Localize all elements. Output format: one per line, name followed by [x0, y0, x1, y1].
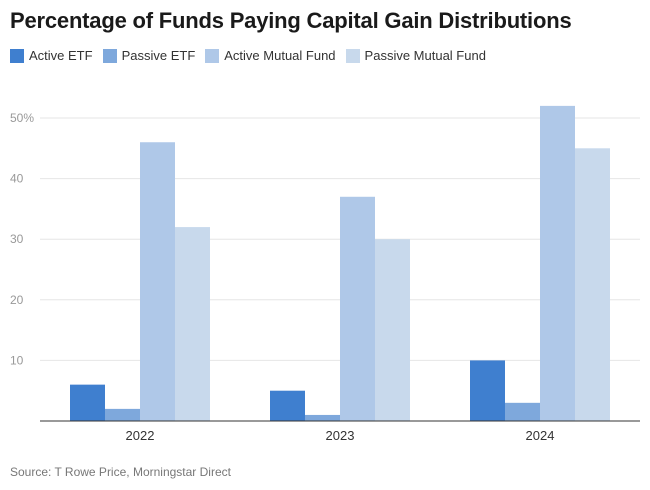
legend-swatch-passive-etf	[102, 48, 117, 63]
legend-swatch-active-etf	[10, 48, 24, 63]
bar	[575, 148, 610, 422]
bar	[340, 196, 375, 421]
legend-item-active-etf: Active ETF	[10, 48, 93, 63]
bar	[505, 402, 540, 421]
legend: Active ETF Passive ETF Active Mutual Fun…	[10, 48, 486, 63]
bar	[105, 408, 140, 421]
bar	[305, 414, 340, 421]
x-tick-label: 2024	[526, 428, 555, 443]
bar	[140, 142, 175, 422]
source-note: Source: T Rowe Price, Morningstar Direct	[10, 465, 231, 479]
bar	[270, 390, 305, 421]
legend-swatch-passive-mutual-fund	[345, 48, 360, 63]
y-tick-label: 20	[10, 293, 24, 307]
legend-label-active-etf: Active ETF	[29, 48, 93, 63]
bar	[175, 227, 210, 421]
legend-label-passive-mutual-fund: Passive Mutual Fund	[364, 48, 486, 63]
x-tick-label: 2022	[126, 428, 155, 443]
bar	[540, 105, 575, 421]
legend-item-passive-mutual-fund: Passive Mutual Fund	[345, 48, 486, 63]
bar	[70, 384, 105, 421]
y-tick-label: 50%	[10, 111, 34, 125]
legend-swatch-active-mutual-fund	[205, 48, 220, 63]
legend-label-active-mutual-fund: Active Mutual Fund	[224, 48, 336, 63]
x-tick-label: 2023	[326, 428, 355, 443]
y-tick-label: 30	[10, 232, 24, 246]
y-tick-label: 10	[10, 353, 24, 367]
legend-label-passive-etf: Passive ETF	[121, 48, 196, 63]
chart-title: Percentage of Funds Paying Capital Gain …	[10, 8, 572, 33]
legend-item-passive-etf: Passive ETF	[102, 48, 196, 63]
y-tick-label: 40	[10, 172, 24, 186]
bar	[470, 360, 505, 421]
legend-item-active-mutual-fund: Active Mutual Fund	[205, 48, 336, 63]
bar	[375, 239, 410, 421]
